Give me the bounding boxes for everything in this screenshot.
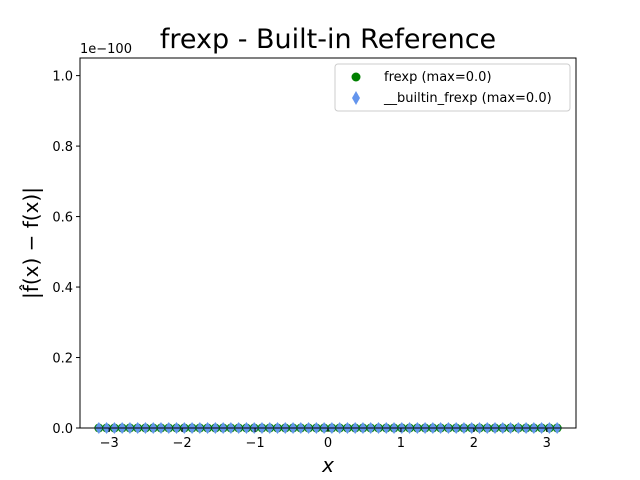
x-tick-label: 1 <box>397 436 405 451</box>
x-tick-label: 3 <box>543 436 551 451</box>
y-axis-label: |f̂(x) − f(x)| <box>19 187 43 299</box>
x-tick-label: 2 <box>470 436 478 451</box>
y-tick-label: 0.2 <box>52 352 73 367</box>
x-tick-label: −2 <box>173 436 192 451</box>
y-tick-label: 0.6 <box>52 211 73 226</box>
y-axis-ticks: 0.0 0.2 0.4 0.6 0.8 1.0 <box>52 70 80 437</box>
legend: frexp (max=0.0) __builtin_frexp (max=0.0… <box>334 63 571 112</box>
x-axis-label: x <box>321 453 334 477</box>
x-tick-label: −3 <box>100 436 119 451</box>
y-tick-label: 0.0 <box>52 422 73 437</box>
y-tick-label: 1.0 <box>52 70 73 85</box>
legend-marker-builtin-frexp <box>352 91 360 105</box>
y-tick-label: 0.4 <box>52 281 73 296</box>
legend-label-frexp: frexp (max=0.0) <box>384 70 492 85</box>
x-axis-ticks: −3 −2 −1 0 1 2 3 <box>100 428 551 451</box>
y-tick-label: 0.8 <box>52 140 73 155</box>
legend-marker-frexp <box>351 72 361 82</box>
x-tick-label: 0 <box>324 436 332 451</box>
legend-label-builtin-frexp: __builtin_frexp (max=0.0) <box>383 91 552 106</box>
y-axis-offset-label: 1e−100 <box>80 42 132 57</box>
legend-box <box>334 63 571 112</box>
x-tick-label: −1 <box>245 436 264 451</box>
chart-title: frexp - Built-in Reference <box>160 24 496 55</box>
